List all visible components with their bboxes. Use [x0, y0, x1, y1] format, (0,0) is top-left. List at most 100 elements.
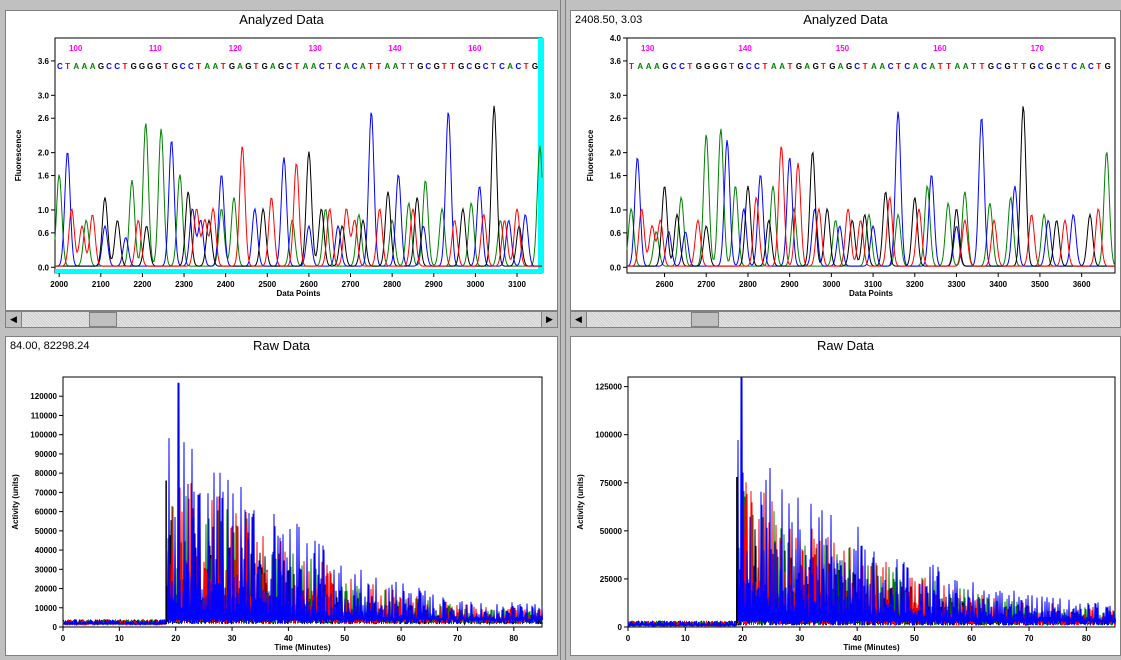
- base-call: G: [662, 62, 668, 71]
- base-call: T: [196, 62, 201, 71]
- base-call: T: [368, 62, 373, 71]
- x-tick-label: 3400: [989, 280, 1007, 289]
- x-tick-label: 30: [228, 634, 237, 643]
- base-index-label: 130: [641, 44, 655, 53]
- base-call: G: [1105, 62, 1111, 71]
- y-tick-label: 2.6: [38, 114, 50, 123]
- base-call: A: [344, 62, 350, 71]
- base-call: T: [524, 62, 529, 71]
- x-tick-label: 50: [340, 634, 349, 643]
- base-call: G: [172, 62, 178, 71]
- base-call: T: [327, 62, 332, 71]
- y-tick-label: 100000: [30, 431, 57, 440]
- pane-divider[interactable]: [560, 0, 566, 660]
- base-call: C: [1038, 62, 1044, 71]
- base-call: T: [401, 62, 406, 71]
- horizontal-scrollbar-right[interactable]: ◀: [570, 311, 1121, 328]
- base-call: T: [729, 62, 734, 71]
- x-tick-label: 3500: [1031, 280, 1049, 289]
- y-tick-label: 90000: [35, 450, 58, 459]
- base-call: T: [294, 62, 299, 71]
- base-call: T: [763, 62, 768, 71]
- panel-title: Raw Data: [816, 338, 875, 353]
- base-call: T: [221, 62, 226, 71]
- y-tick-label: 2.0: [38, 149, 50, 158]
- x-tick-label: 3000: [467, 280, 485, 289]
- y-tick-label: 2.0: [610, 149, 622, 158]
- x-tick-label: 2500: [258, 280, 276, 289]
- base-index-label: 100: [69, 44, 83, 53]
- y-tick-label: 50000: [35, 527, 58, 536]
- base-call: G: [829, 62, 835, 71]
- base-call: C: [904, 62, 910, 71]
- base-call: A: [646, 62, 652, 71]
- x-tick-label: 0: [626, 634, 631, 643]
- trace-G: [55, 105, 542, 267]
- base-call: A: [871, 62, 877, 71]
- x-tick-label: 70: [453, 634, 462, 643]
- base-call: T: [863, 62, 868, 71]
- base-call: G: [1046, 62, 1052, 71]
- y-tick-label: 30000: [35, 565, 58, 574]
- base-index-label: 160: [933, 44, 947, 53]
- base-call: G: [813, 62, 819, 71]
- x-tick-label: 2400: [217, 280, 235, 289]
- scroll-thumb[interactable]: [691, 312, 719, 327]
- y-axis-label: Activity (units): [11, 474, 20, 530]
- base-call: C: [188, 62, 194, 71]
- base-call: T: [896, 62, 901, 71]
- base-call: T: [821, 62, 826, 71]
- base-call: C: [352, 62, 358, 71]
- base-call: C: [921, 62, 927, 71]
- raw-trace-C: [62, 382, 543, 627]
- y-tick-label: 110000: [31, 411, 58, 420]
- base-call: A: [204, 62, 210, 71]
- base-call: C: [1055, 62, 1061, 71]
- x-tick-label: 3300: [948, 280, 966, 289]
- base-call: G: [737, 62, 743, 71]
- base-call: G: [147, 62, 153, 71]
- scroll-left-button[interactable]: ◀: [571, 312, 587, 327]
- base-call: G: [139, 62, 145, 71]
- scroll-thumb[interactable]: [89, 312, 117, 327]
- y-tick-label: 60000: [35, 508, 58, 517]
- base-index-label: 110: [149, 44, 162, 53]
- base-call: T: [971, 62, 976, 71]
- x-tick-label: 2600: [656, 280, 674, 289]
- x-tick-label: 2100: [92, 280, 110, 289]
- x-axis-label: Data Points: [276, 289, 321, 298]
- base-call: C: [996, 62, 1002, 71]
- raw-chart-right: 0 25000 50000 75000 100000 125000 0 10 20 30 40 50 6…: [576, 376, 1116, 652]
- base-call: T: [629, 62, 634, 71]
- base-call: A: [507, 62, 513, 71]
- base-call: G: [532, 62, 538, 71]
- y-tick-label: 10000: [35, 604, 58, 613]
- x-tick-label: 10: [681, 634, 690, 643]
- y-tick-label: 1.6: [38, 172, 50, 181]
- x-axis-label: Time (Minutes): [274, 643, 331, 652]
- base-call: T: [979, 62, 984, 71]
- base-call: A: [384, 62, 390, 71]
- scroll-right-button[interactable]: ▶: [541, 312, 557, 327]
- base-index-label: 140: [738, 44, 752, 53]
- x-tick-label: 20: [738, 634, 747, 643]
- horizontal-scrollbar-left[interactable]: ◀ ▶: [5, 311, 558, 328]
- base-index-label: 160: [468, 44, 482, 53]
- x-tick-label: 80: [1082, 634, 1091, 643]
- panel-title: Analyzed Data: [239, 12, 324, 27]
- base-call: T: [1013, 62, 1018, 71]
- x-tick-label: 10: [115, 634, 124, 643]
- base-call: C: [483, 62, 489, 71]
- base-call: G: [98, 62, 104, 71]
- base-call: G: [475, 62, 481, 71]
- x-tick-label: 3000: [822, 280, 840, 289]
- base-call: T: [450, 62, 455, 71]
- base-call: G: [458, 62, 464, 71]
- base-call: C: [319, 62, 325, 71]
- y-tick-label: 0: [618, 623, 623, 632]
- base-call: T: [946, 62, 951, 71]
- base-call: A: [360, 62, 366, 71]
- y-tick-label: 125000: [595, 383, 622, 392]
- scroll-left-button[interactable]: ◀: [6, 312, 22, 327]
- base-call: G: [704, 62, 710, 71]
